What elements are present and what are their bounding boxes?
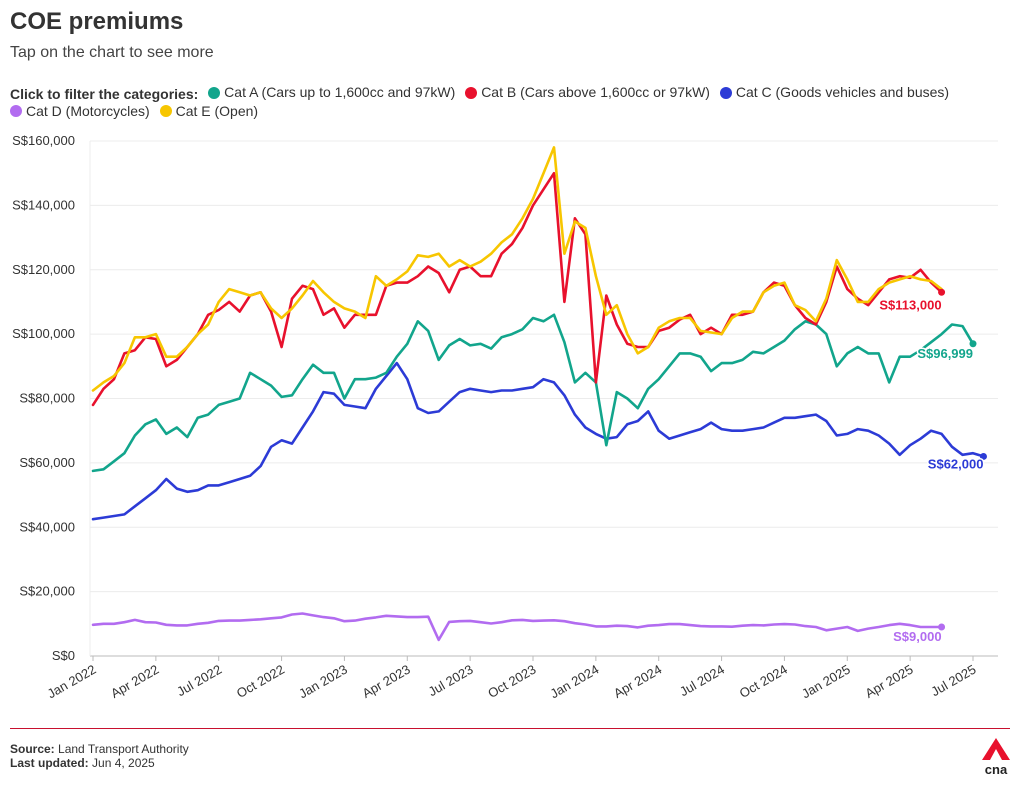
legend-item-cat-c[interactable]: Cat C (Goods vehicles and buses) xyxy=(719,84,950,101)
y-tick-label: S$20,000 xyxy=(19,584,75,599)
cna-logo-icon: cna xyxy=(982,738,1010,776)
y-tick-label: S$120,000 xyxy=(12,262,75,277)
end-point-marker xyxy=(979,452,987,460)
y-tick-label: S$0 xyxy=(52,648,75,663)
x-tick-label: Apr 2024 xyxy=(611,662,664,701)
series-line-3 xyxy=(91,361,985,521)
footer: Source: Land Transport Authority Last up… xyxy=(10,742,189,770)
x-tick-label: Jan 2023 xyxy=(296,662,350,702)
category-filter-legend: Click to filter the categories: Cat A (C… xyxy=(10,84,1010,121)
x-tick-label: Jan 2024 xyxy=(548,662,602,702)
series-line-5 xyxy=(91,146,943,392)
series-line-4 xyxy=(91,612,943,642)
end-value-labels: S$96,999 S$113,000 S$62,000 S$9,000 xyxy=(878,288,987,646)
legend-item-cat-a[interactable]: Cat A (Cars up to 1,600cc and 97kW) xyxy=(208,84,455,101)
cat-d-swatch-icon xyxy=(10,105,22,117)
x-tick-label: Jul 2022 xyxy=(174,662,224,700)
source-text: Land Transport Authority xyxy=(58,742,189,756)
coe-line-chart[interactable]: S$0 S$20,000 S$40,000 S$60,000 S$80,000 S$100… xyxy=(0,130,1020,720)
x-tick-label: Oct 2024 xyxy=(737,662,790,701)
chart-title: COE premiums xyxy=(10,8,184,35)
x-tick-label: Jul 2023 xyxy=(426,662,476,700)
cat-b-swatch-icon xyxy=(465,86,478,99)
x-tick-label: Jan 2022 xyxy=(45,662,99,702)
end-point-marker xyxy=(938,288,946,296)
legend-label-cat-c: Cat C (Goods vehicles and buses) xyxy=(735,84,950,100)
x-tick-label: Oct 2022 xyxy=(234,662,287,701)
logo-text: cna xyxy=(985,762,1008,776)
footer-divider xyxy=(10,728,1010,729)
updated-text: Jun 4, 2025 xyxy=(92,756,155,770)
y-tick-label: S$160,000 xyxy=(12,133,75,148)
x-tick-label: Apr 2022 xyxy=(108,662,161,701)
y-tick-label: S$60,000 xyxy=(19,455,75,470)
series-lines xyxy=(91,146,985,642)
updated-label: Last updated: xyxy=(10,756,89,770)
y-tick-label: S$80,000 xyxy=(19,391,75,406)
x-tick-label: Jul 2024 xyxy=(677,662,727,700)
end-value-label: S$113,000 xyxy=(879,297,941,312)
legend-label-cat-d: Cat D (Motorcycles) xyxy=(26,102,150,119)
end-value-label: S$9,000 xyxy=(893,629,941,644)
end-point-marker xyxy=(938,623,946,631)
y-tick-label: S$100,000 xyxy=(12,326,75,341)
source-label: Source: xyxy=(10,742,55,756)
y-tick-label: S$140,000 xyxy=(12,197,75,212)
x-tick-label: Apr 2025 xyxy=(862,662,915,701)
y-axis-tick-labels: S$0 S$20,000 S$40,000 S$60,000 S$80,000 S$100… xyxy=(12,133,75,663)
filter-lead-text: Click to filter the categories: xyxy=(10,85,199,102)
x-tick-label: Jan 2025 xyxy=(799,662,853,702)
series-line-1 xyxy=(91,313,975,473)
cat-e-swatch-icon xyxy=(159,105,172,117)
end-value-label: S$96,999 xyxy=(917,346,973,361)
end-point-marker xyxy=(969,340,977,348)
series-line-2 xyxy=(91,171,943,407)
chart-subtitle: Tap on the chart to see more xyxy=(10,44,214,61)
legend-item-cat-e[interactable]: Cat E (Open) xyxy=(159,102,259,120)
x-tick-label: Jul 2025 xyxy=(928,662,978,700)
y-tick-label: S$40,000 xyxy=(19,519,75,534)
legend-label-cat-e: Cat E (Open) xyxy=(175,102,259,119)
x-tick-label: Oct 2023 xyxy=(485,662,538,701)
x-tick-label: Apr 2023 xyxy=(360,662,413,701)
legend-item-cat-d[interactable]: Cat D (Motorcycles) xyxy=(10,103,150,120)
cat-c-swatch-icon xyxy=(719,86,732,99)
legend-label-cat-b: Cat B (Cars above 1,600cc or 97kW) xyxy=(481,84,710,100)
x-axis-tick-labels: Jan 2022 Apr 2022 Jul 2022 Oct 2022 Jan 2023… xyxy=(45,662,979,702)
grid-lines xyxy=(89,140,998,661)
legend-item-cat-b[interactable]: Cat B (Cars above 1,600cc or 97kW) xyxy=(465,84,710,101)
end-value-label: S$62,000 xyxy=(928,456,984,471)
cat-a-swatch-icon xyxy=(208,86,221,99)
legend-label-cat-a: Cat A (Cars up to 1,600cc and 97kW) xyxy=(224,84,456,100)
